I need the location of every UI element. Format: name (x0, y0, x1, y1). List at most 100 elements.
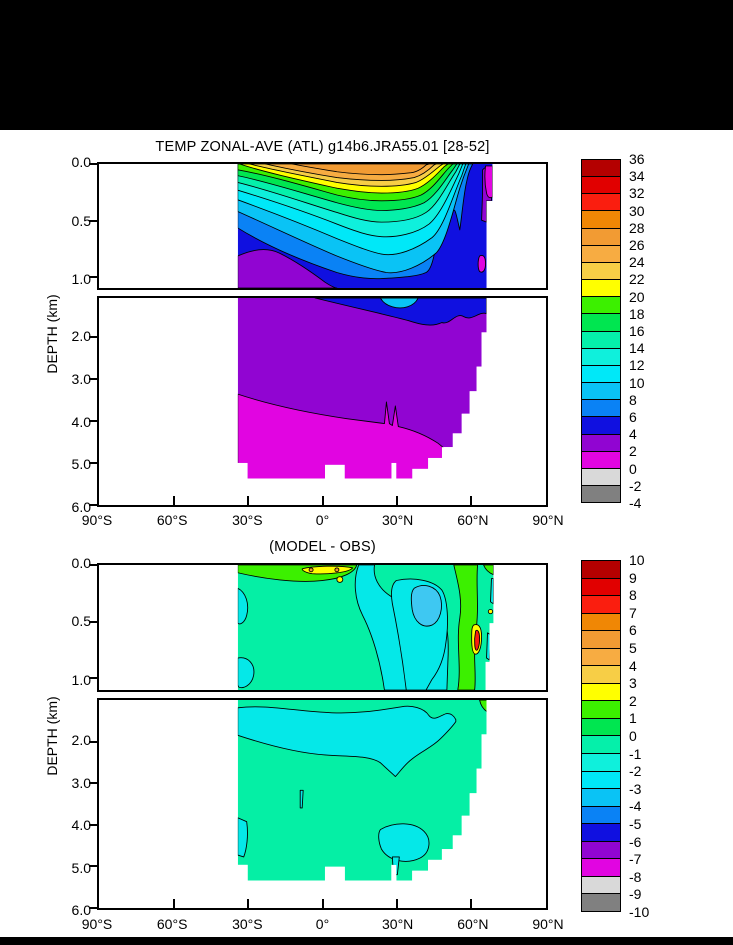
tick-label: 14 (629, 340, 645, 357)
tick-label: 5.0 (71, 859, 91, 876)
panel2-lower-ylabels: 2.0 3.0 4.0 5.0 6.0 (39, 698, 91, 918)
panel1-lower-plot (89, 296, 548, 507)
tick-label: 6 (629, 409, 637, 425)
colorbar-cell (581, 176, 621, 195)
colorbar-cell (581, 399, 621, 418)
colorbar-cell (581, 382, 621, 401)
colorbar-cell (581, 875, 621, 895)
tick-mark (89, 378, 98, 381)
tick-label: 6 (629, 622, 637, 639)
colorbar-cell (581, 210, 621, 229)
tick-label: 0.5 (71, 613, 91, 630)
tick-mark (89, 620, 98, 623)
tick-label: 3 (629, 675, 637, 692)
tick-label: -8 (629, 868, 642, 885)
tick-label: 12 (629, 357, 645, 374)
panel2-lower-contour-field (237, 700, 487, 881)
tick-mark (396, 899, 398, 908)
tick-label: 1.0 (71, 270, 91, 287)
tick-mark (89, 461, 98, 464)
colorbar-cell (581, 450, 621, 469)
tick-label: 30°S (232, 916, 263, 932)
tick-label: -3 (629, 780, 642, 797)
colorbar-cell (581, 330, 621, 349)
tick-label: 1.0 (71, 672, 91, 688)
panel1-xlabels: 90°S 60°S 30°S 0° 30°N 60°N 90°N (82, 512, 564, 530)
colorbar-cell (581, 193, 621, 212)
tick-mark (89, 564, 98, 566)
tick-mark (89, 907, 98, 909)
tick-label: 9 (629, 569, 637, 586)
colorbar-cell (581, 805, 621, 825)
colorbar-cell (581, 717, 621, 737)
tick-label: 0° (315, 512, 330, 528)
colorbar-cell (581, 279, 621, 298)
panel2-colorbar (581, 560, 621, 912)
tick-label: 30°S (232, 512, 263, 528)
colorbar-cell (581, 630, 621, 649)
colorbar-cell (581, 823, 621, 842)
colorbar-cell (581, 788, 621, 807)
tick-label: 3.0 (71, 370, 91, 387)
tick-label: 0° (315, 916, 330, 932)
colorbar-cell (581, 364, 621, 384)
tick-label: -10 (629, 904, 650, 920)
tick-label: 2.0 (71, 328, 91, 345)
tick-mark (321, 899, 324, 908)
tick-mark (470, 496, 473, 505)
colorbar-cell (581, 682, 621, 702)
panel2-lower-yticks (89, 700, 546, 909)
panel1-upper-plot (89, 162, 548, 290)
bottom-black-band (0, 937, 733, 945)
tick-label: 3.0 (71, 774, 91, 791)
tick-label: 0.0 (71, 154, 91, 170)
tick-label: 60°N (457, 916, 489, 932)
tick-label: -2 (629, 763, 642, 780)
tick-label: 1 (629, 710, 637, 727)
colorbar-cell (581, 159, 621, 178)
tick-label: 10 (629, 552, 645, 568)
tick-mark (470, 899, 473, 908)
colorbar-cell (581, 858, 621, 877)
tick-label: -4 (629, 495, 642, 511)
colorbar-cell (581, 560, 621, 579)
tick-label: 6.0 (71, 499, 91, 515)
tick-mark (89, 865, 98, 868)
tick-label: -4 (629, 798, 642, 815)
tick-mark (89, 677, 98, 680)
tick-label: -1 (629, 745, 642, 762)
panel1-upper-yticks (89, 163, 546, 288)
tick-mark (89, 504, 98, 506)
tick-mark (89, 163, 98, 165)
tick-label: 2 (629, 692, 637, 709)
panel2-upper-contour-field (237, 565, 494, 690)
colorbar-cell (581, 893, 621, 912)
colorbar-cell (581, 595, 621, 614)
tick-label: 60°S (156, 916, 188, 932)
tick-mark (89, 782, 98, 785)
colorbar-cell (581, 433, 621, 452)
colorbar-cell (581, 840, 621, 860)
tick-mark (89, 823, 98, 826)
panel1-title: TEMP ZONAL-AVE (ATL) g14b6.JRA55.01 [28-… (155, 139, 490, 155)
panel1-colorbar-labels: 36 34 32 30 28 26 24 22 20 18 16 14 12 10 8 6 4 2 0 -2 -4 (629, 151, 673, 511)
panel2-upper-yticks (89, 564, 546, 690)
colorbar-cell (581, 735, 621, 755)
colorbar-cell (581, 577, 621, 597)
tick-label: 90°N (532, 512, 564, 528)
colorbar-cell (581, 612, 621, 632)
panel2-upper-plot (89, 563, 548, 692)
colorbar-cell (581, 647, 621, 667)
panel2-xlabels: 90°S 60°S 30°S 0° 30°N 60°N 90°N (82, 916, 564, 934)
colorbar-cell (581, 484, 621, 504)
tick-label: 0.5 (71, 213, 91, 229)
colorbar-cell (581, 753, 621, 772)
tick-label: 22 (629, 271, 645, 288)
colorbar-cell (581, 467, 621, 486)
colorbar-cell (581, 244, 621, 263)
tick-mark (172, 899, 175, 908)
tick-label: 30 (629, 202, 645, 219)
tick-mark (246, 496, 249, 505)
tick-label: 60°S (156, 512, 188, 528)
tick-label: 8 (629, 587, 637, 604)
